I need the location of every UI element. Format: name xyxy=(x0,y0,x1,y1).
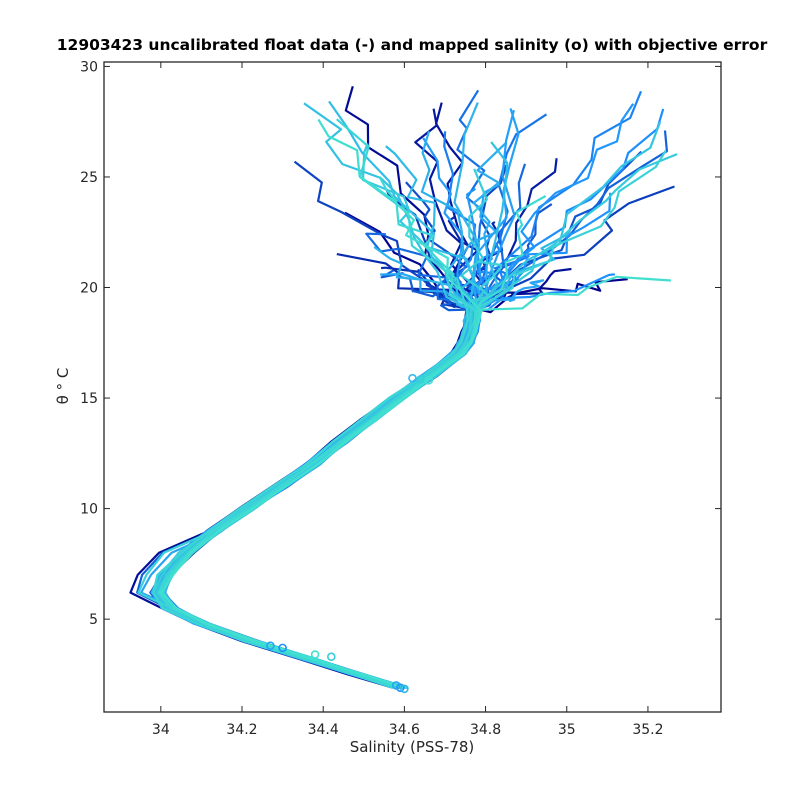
plot-frame xyxy=(103,61,722,713)
profile-line xyxy=(154,102,474,689)
mapped-salinity-marker xyxy=(408,373,417,383)
x-axis-label: Salinity (PSS-78) xyxy=(350,738,475,756)
profile-line xyxy=(158,109,516,689)
profile-line xyxy=(162,246,480,689)
profile-line xyxy=(159,275,671,689)
profile-line xyxy=(159,164,508,689)
y-tick-label: 15 xyxy=(80,391,98,407)
mapped-salinity-marker xyxy=(391,681,401,690)
profile-line xyxy=(154,130,471,689)
mapped-salinity-marker xyxy=(416,374,425,384)
x-tick-label: 35.2 xyxy=(632,722,663,738)
profile-line xyxy=(152,102,481,689)
mapped-salinity-markers xyxy=(266,373,434,694)
x-tick-label: 34.2 xyxy=(226,722,257,738)
profile-line xyxy=(137,150,667,689)
x-tick-label: 34 xyxy=(152,722,170,738)
y-tick-label: 5 xyxy=(89,612,98,628)
profile-line xyxy=(162,141,509,689)
mapped-salinity-marker xyxy=(400,684,409,694)
profile-line xyxy=(156,108,665,689)
mapped-salinity-marker xyxy=(278,643,287,653)
profile-line xyxy=(160,195,547,689)
mapped-salinity-marker xyxy=(424,376,434,385)
y-axis: 5 10 15 20 25 30 xyxy=(80,59,721,628)
x-tick-label: 34.6 xyxy=(389,722,420,738)
y-tick-label: 10 xyxy=(80,502,98,518)
y-tick-label: 30 xyxy=(80,59,98,75)
x-tick-label: 34.4 xyxy=(308,722,339,738)
chart-title: 12903423 uncalibrated float data (-) and… xyxy=(57,36,768,54)
y-tick-label: 20 xyxy=(80,281,98,297)
y-axis-label: θ ° C xyxy=(54,368,72,405)
profile-line xyxy=(164,113,548,689)
profile-line xyxy=(159,145,482,689)
profile-line xyxy=(153,273,616,689)
profile-line xyxy=(161,278,628,689)
profile-line xyxy=(152,118,469,689)
mapped-salinity-marker xyxy=(310,650,320,659)
profile-line xyxy=(160,118,481,689)
profile-line xyxy=(160,153,678,689)
x-axis: 34 34.2 34.4 34.6 34.8 35 35.2 xyxy=(152,62,664,738)
y-tick-label: 25 xyxy=(80,170,98,186)
x-tick-label: 35 xyxy=(558,722,576,738)
profile-line xyxy=(150,108,472,689)
x-tick-label: 34.8 xyxy=(470,722,501,738)
profile-line xyxy=(160,185,675,689)
profile-line xyxy=(163,108,520,689)
mapped-salinity-marker xyxy=(327,652,336,662)
profile-line xyxy=(152,168,488,689)
profile-lines xyxy=(129,85,678,689)
profile-line xyxy=(156,102,473,689)
mapped-salinity-marker xyxy=(266,641,275,650)
